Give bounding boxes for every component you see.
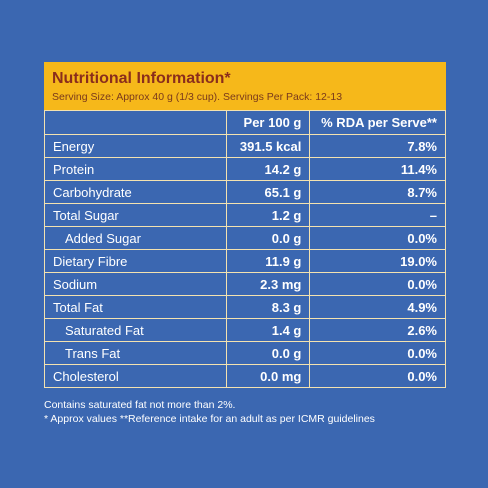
nutrient-name: Energy <box>44 134 227 158</box>
note: Contains saturated fat not more than 2%. <box>44 399 236 411</box>
nutrient-value: 14.2 g <box>225 157 311 181</box>
nutrient-value: 19.0% <box>309 249 446 273</box>
nutrient-value: 8.7% <box>309 180 446 204</box>
nutrient-name: Saturated Fat <box>44 318 227 342</box>
table-row: Protein 14.2 g 11.4% <box>44 157 446 181</box>
nutrient-value: 0.0% <box>309 341 446 365</box>
table-row: Sodium 2.3 mg 0.0% <box>44 272 446 296</box>
nutrient-name: Dietary Fibre <box>44 249 227 273</box>
nutrient-value: 391.5 kcal <box>225 134 311 158</box>
nutrient-name: Protein <box>44 157 227 181</box>
nutrient-value: 0.0% <box>309 226 446 250</box>
nutrient-value: 8.3 g <box>225 295 311 319</box>
nutrient-value: 0.0% <box>309 364 446 388</box>
nutrient-value: 11.4% <box>309 157 446 181</box>
blank-cell <box>44 110 227 135</box>
nutrient-value: 0.0 g <box>225 226 311 250</box>
nutrient-value: 65.1 g <box>225 180 311 204</box>
title: Nutritional Information* <box>52 70 231 87</box>
note: * Approx values **Reference intake for a… <box>44 413 375 425</box>
nutrient-value: – <box>309 203 446 227</box>
nutrient-name: Trans Fat <box>44 341 227 365</box>
nutrition-table: Per 100 g % RDA per Serve** Energy 391.5 … <box>44 110 446 388</box>
nutrient-value: 0.0% <box>309 272 446 296</box>
table-row: Added Sugar 0.0 g 0.0% <box>44 226 446 250</box>
nutrient-name: Cholesterol <box>44 364 227 388</box>
nutrient-value: 0.0 g <box>225 341 311 365</box>
nutrient-value: 2.6% <box>309 318 446 342</box>
table-row: Total Fat 8.3 g 4.9% <box>44 295 446 319</box>
nutrient-value: 0.0 mg <box>225 364 311 388</box>
nutrient-name: Carbohydrate <box>44 180 227 204</box>
nutrient-value: 2.3 mg <box>225 272 311 296</box>
column-header: % RDA per Serve** <box>309 110 446 135</box>
table-row: Carbohydrate 65.1 g 8.7% <box>44 180 446 204</box>
table-row: Trans Fat 0.0 g 0.0% <box>44 341 446 365</box>
subtitle: Serving Size: Approx 40 g (1/3 cup). Ser… <box>52 91 343 103</box>
table-row: Total Sugar 1.2 g – <box>44 203 446 227</box>
table-row: Energy 391.5 kcal 7.8% <box>44 134 446 158</box>
table-row: Cholesterol 0.0 mg 0.0% <box>44 364 446 388</box>
nutrient-value: 1.2 g <box>225 203 311 227</box>
nutrient-name: Sodium <box>44 272 227 296</box>
nutrient-value: 7.8% <box>309 134 446 158</box>
header-row: Per 100 g % RDA per Serve** <box>44 110 446 135</box>
nutrient-name: Total Fat <box>44 295 227 319</box>
column-header: Per 100 g <box>225 110 311 135</box>
notes: Contains saturated fat not more than 2%.… <box>44 398 375 426</box>
nutrient-value: 1.4 g <box>225 318 311 342</box>
nutrient-name: Added Sugar <box>44 226 227 250</box>
table-row: Saturated Fat 1.4 g 2.6% <box>44 318 446 342</box>
table-row: Dietary Fibre 11.9 g 19.0% <box>44 249 446 273</box>
nutrient-value: 4.9% <box>309 295 446 319</box>
nutrient-name: Total Sugar <box>44 203 227 227</box>
nutrient-value: 11.9 g <box>225 249 311 273</box>
header: Nutritional Information* Serving Size: A… <box>44 62 446 110</box>
